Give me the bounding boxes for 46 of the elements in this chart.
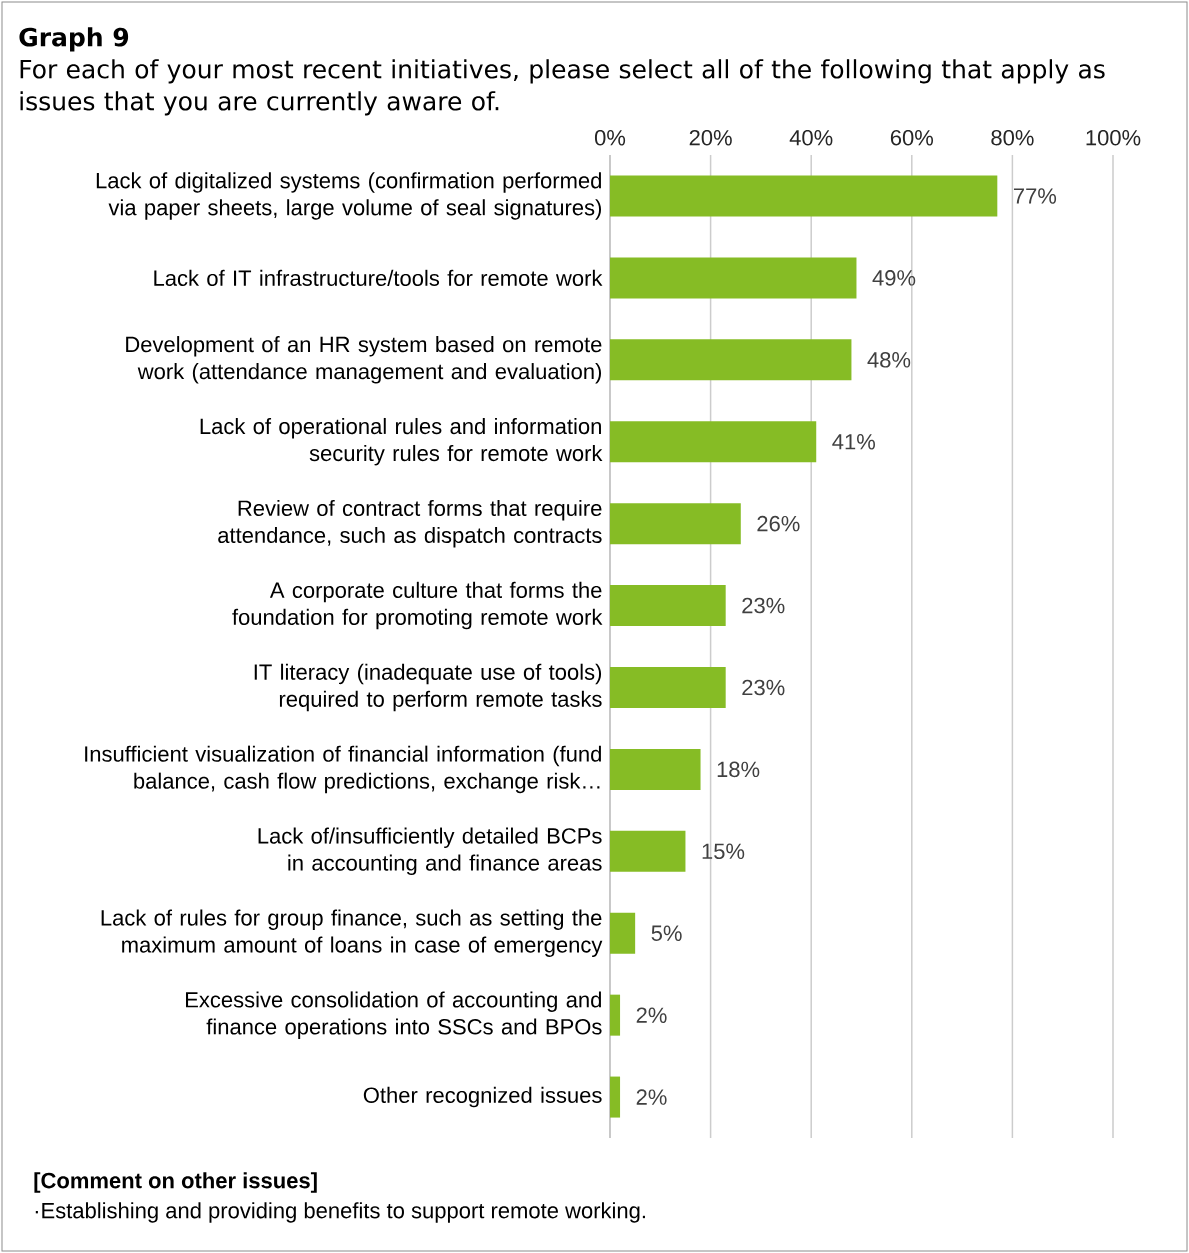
bar [610, 830, 686, 872]
bar [610, 585, 726, 627]
text: [Comment on other issues] [34, 1172, 317, 1193]
bar [610, 421, 817, 463]
data-label: 26% [757, 515, 800, 532]
y-tick-label: Lack of digitalized systems (confirmation performed via paper sheets, large volume of seal signatures) [96, 172, 602, 220]
data-label: 15% [702, 843, 745, 860]
data-label: 77% [1013, 188, 1057, 204]
data-label: 41% [832, 434, 875, 450]
data-label: 49% [872, 270, 916, 286]
data-label: 48% [867, 352, 911, 368]
y-tick-label: Lack of rules for group finance, such as setting the maximum amount of loans in case of emergency [101, 909, 603, 957]
y-tick-label: Insufficient visualization of financial information (fund balance, cash flow predictions, exchange risk… [85, 745, 601, 794]
data-label: 2% [636, 1007, 667, 1023]
bar [610, 1076, 621, 1118]
data-label: 23% [742, 679, 785, 696]
y-tick-label: Lack of/insufficiently detailed BCPs in accounting and finance areas [258, 827, 602, 876]
data-label: 18% [717, 761, 760, 778]
y-tick-label: IT literacy (inadequate use of tools) required to perform remote tasks [254, 663, 602, 712]
bar [610, 339, 852, 381]
x-tick-label: 60% [890, 129, 934, 146]
y-tick-label: Other recognized issues [363, 1086, 602, 1108]
y-tick-label: Development of an HR system based on remote work (attendance management and evaluation) [126, 336, 602, 384]
bar [610, 912, 636, 954]
bar [610, 503, 741, 545]
x-tick-label: 20% [689, 129, 732, 146]
data-label: 2% [636, 1089, 667, 1105]
bar [610, 748, 701, 790]
chart-subtitle: For each of your most recent initiatives, please select all of the following that apply as issues that you are currently aware of. [20, 59, 1105, 116]
y-tick-label: Excessive consolidation of accounting and finance operations into SSCs and BPOs [186, 991, 602, 1039]
x-tick-label: 100% [1086, 129, 1141, 146]
x-tick-label: 0% [594, 129, 626, 146]
x-tick-label: 40% [789, 129, 833, 146]
text: ·Establishing and providing benefits to support remote working. [35, 1202, 645, 1223]
text: Graph 9 [19, 27, 129, 52]
bar [610, 994, 621, 1036]
bar [610, 666, 726, 708]
data-label: 23% [742, 597, 785, 614]
data-label: 5% [651, 925, 682, 941]
x-tick-label: 80% [991, 129, 1034, 146]
y-tick-label: Lack of IT infrastructure/tools for remote work [154, 269, 603, 286]
y-tick-label: Review of contract forms that require attendance, such as dispatch contracts [218, 499, 602, 548]
y-tick-label: A corporate culture that forms the foundation for promoting remote work [232, 581, 603, 630]
bar [610, 175, 998, 217]
y-tick-label: Lack of operational rules and information security rules for remote work [200, 417, 603, 466]
bar [610, 257, 857, 299]
